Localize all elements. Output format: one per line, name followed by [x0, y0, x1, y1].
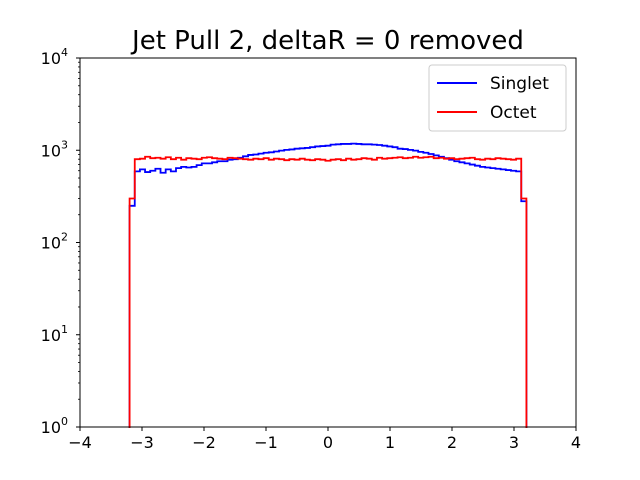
legend-box	[428, 64, 567, 132]
x-tick-label: 2	[447, 433, 457, 452]
chart-title: Jet Pull 2, deltaR = 0 removed	[130, 26, 524, 56]
legend-singlet-label: Singlet	[490, 74, 549, 94]
y-tick-label: 101	[41, 323, 68, 345]
y-tick-label: 100	[41, 415, 68, 437]
x-tick-label: −4	[68, 433, 92, 452]
legend: Singlet Octet	[428, 64, 567, 132]
axes-frame	[79, 57, 577, 428]
x-tick-label: −2	[192, 433, 216, 452]
series-singlet-step	[128, 142, 528, 428]
x-tick-label: −3	[130, 433, 154, 452]
y-tick-label: 103	[41, 138, 68, 160]
x-ticks: −4 −3 −2 −1 0 1 2 3 4	[68, 427, 581, 452]
plot-area	[79, 57, 577, 428]
x-tick-label: −1	[254, 433, 278, 452]
histogram-series	[128, 142, 528, 428]
y-tick-label: 104	[41, 46, 68, 68]
x-tick-label: 3	[509, 433, 519, 452]
legend-octet-label: Octet	[490, 103, 537, 123]
y-tick-label: 102	[41, 231, 68, 253]
series-octet-step	[128, 155, 528, 428]
x-tick-label: 4	[571, 433, 581, 452]
x-tick-label: 0	[323, 433, 333, 452]
y-ticks: 100 101 102 103 104	[41, 46, 80, 437]
x-tick-label: 1	[385, 433, 395, 452]
